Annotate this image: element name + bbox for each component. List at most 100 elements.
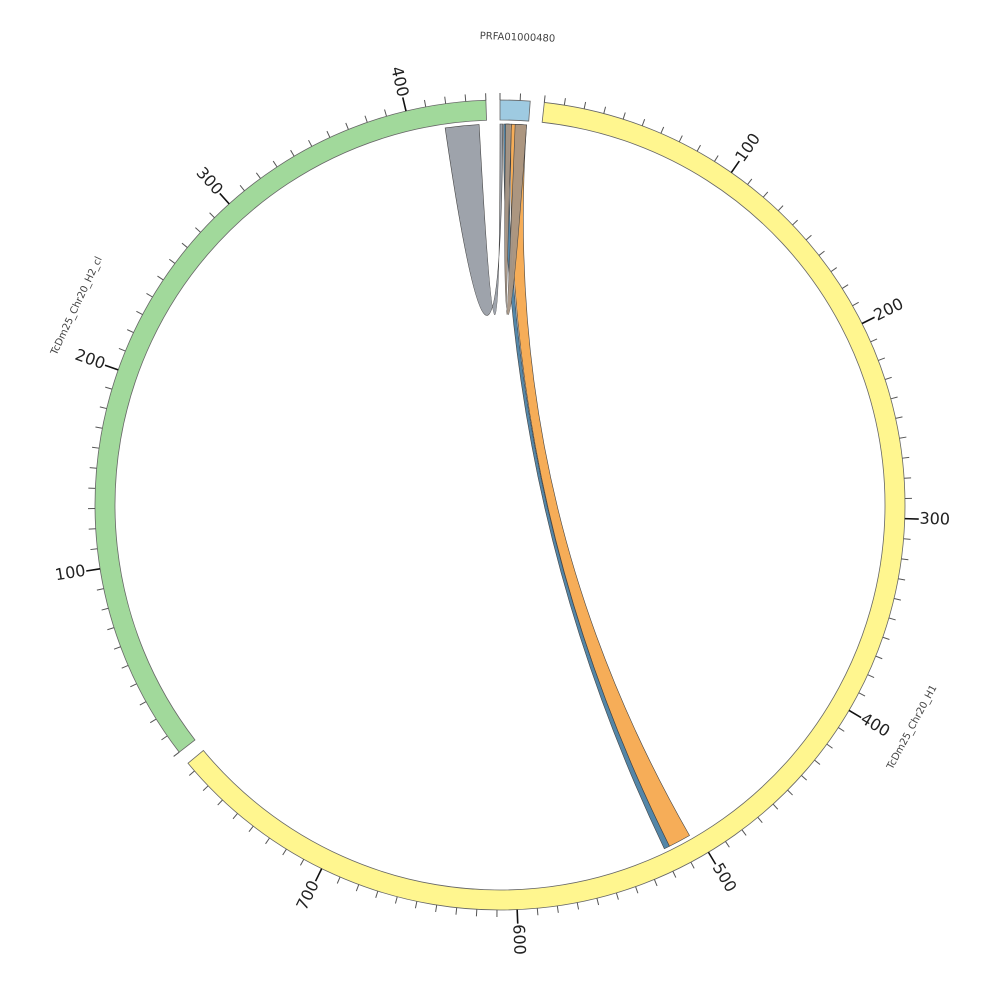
minor-tick <box>787 789 793 796</box>
minor-tick <box>563 98 566 106</box>
minor-tick <box>838 727 845 732</box>
major-tick <box>104 364 119 371</box>
minor-tick <box>217 799 223 806</box>
major-tick <box>730 160 740 174</box>
minor-tick <box>660 126 665 134</box>
link <box>504 123 527 315</box>
minor-tick <box>435 904 438 913</box>
segment <box>499 99 531 122</box>
minor-tick <box>394 896 398 904</box>
minor-tick <box>858 692 866 697</box>
minor-tick <box>282 848 287 856</box>
minor-tick <box>888 617 896 621</box>
minor-tick <box>814 759 821 765</box>
minor-tick <box>89 467 97 469</box>
minor-tick <box>818 250 825 256</box>
minor-tick <box>901 558 909 561</box>
minor-tick <box>136 310 143 316</box>
link <box>503 123 670 850</box>
tick-label: 400 <box>857 709 893 741</box>
minor-tick <box>375 890 379 898</box>
minor-tick <box>772 803 779 810</box>
minor-tick <box>345 122 349 130</box>
minor-tick <box>672 871 677 878</box>
minor-tick <box>747 178 753 185</box>
minor-tick <box>556 905 559 913</box>
minor-tick <box>696 144 701 152</box>
minor-tick <box>173 751 180 757</box>
minor-tick <box>118 347 126 352</box>
minor-tick <box>464 94 467 102</box>
tick-label: 300 <box>193 163 228 198</box>
minor-tick <box>146 292 153 298</box>
minor-tick <box>635 886 639 894</box>
minor-tick <box>130 683 137 688</box>
minor-tick <box>299 859 305 866</box>
minor-tick <box>90 548 98 551</box>
minor-tick <box>777 205 784 212</box>
minor-tick <box>209 212 215 219</box>
minor-tick <box>290 149 295 157</box>
tick-label: 500 <box>709 859 741 895</box>
tick-label: 200 <box>871 294 907 325</box>
minor-tick <box>423 99 427 107</box>
minor-tick <box>714 155 719 162</box>
minor-tick <box>898 578 906 581</box>
minor-tick <box>801 775 808 781</box>
minor-tick <box>725 841 730 848</box>
minor-tick <box>690 861 695 869</box>
tick-label: 400 <box>387 65 413 99</box>
major-tick <box>516 909 519 924</box>
major-tick <box>848 709 862 719</box>
minor-tick <box>384 109 387 117</box>
minor-tick <box>841 284 849 289</box>
minor-tick <box>641 119 646 126</box>
minor-tick <box>762 191 769 198</box>
minor-tick <box>355 884 360 892</box>
tick-label: 100 <box>731 129 764 165</box>
minor-tick <box>852 301 859 307</box>
minor-tick <box>875 655 883 660</box>
tick-label: 100 <box>54 561 87 585</box>
minor-tick <box>882 636 890 640</box>
minor-tick <box>239 185 245 192</box>
minor-tick <box>741 829 747 836</box>
minor-tick <box>149 718 157 724</box>
major-tick <box>707 851 717 865</box>
minor-tick <box>653 879 658 887</box>
minor-tick <box>168 258 176 264</box>
minor-tick <box>336 876 341 884</box>
minor-tick <box>603 106 607 114</box>
minor-tick <box>96 588 104 591</box>
tick-label: 200 <box>73 345 108 373</box>
minor-tick <box>622 112 626 120</box>
minor-tick <box>867 674 875 679</box>
ring: PRFA01000480 100 200 300 400 500 600 700 TcDm25_… <box>49 31 951 955</box>
segment-label: TcDm25_Chr20_H1 <box>885 683 940 772</box>
minor-tick <box>105 386 113 390</box>
minor-tick <box>181 242 188 248</box>
minor-tick <box>272 160 278 168</box>
minor-tick <box>878 357 886 361</box>
segment-label: PRFA01000480 <box>480 31 556 45</box>
minor-tick <box>121 664 129 669</box>
major-tick <box>219 192 230 205</box>
minor-tick <box>248 825 254 832</box>
minor-tick <box>139 701 147 706</box>
minor-tick <box>899 436 907 439</box>
minor-tick <box>870 338 878 343</box>
minor-tick <box>884 376 892 380</box>
minor-tick <box>830 267 838 273</box>
minor-tick <box>195 227 201 233</box>
segment-label: TcDm25_Chr20_H2_cl <box>49 255 105 358</box>
tick-label: 300 <box>919 509 950 529</box>
minor-tick <box>107 627 115 631</box>
minor-tick <box>805 234 812 241</box>
major-tick <box>861 316 875 325</box>
major-tick <box>86 568 101 572</box>
minor-tick <box>157 275 164 281</box>
minor-tick <box>414 901 418 909</box>
tick-label: 600 <box>509 924 529 955</box>
minor-tick <box>893 598 901 601</box>
